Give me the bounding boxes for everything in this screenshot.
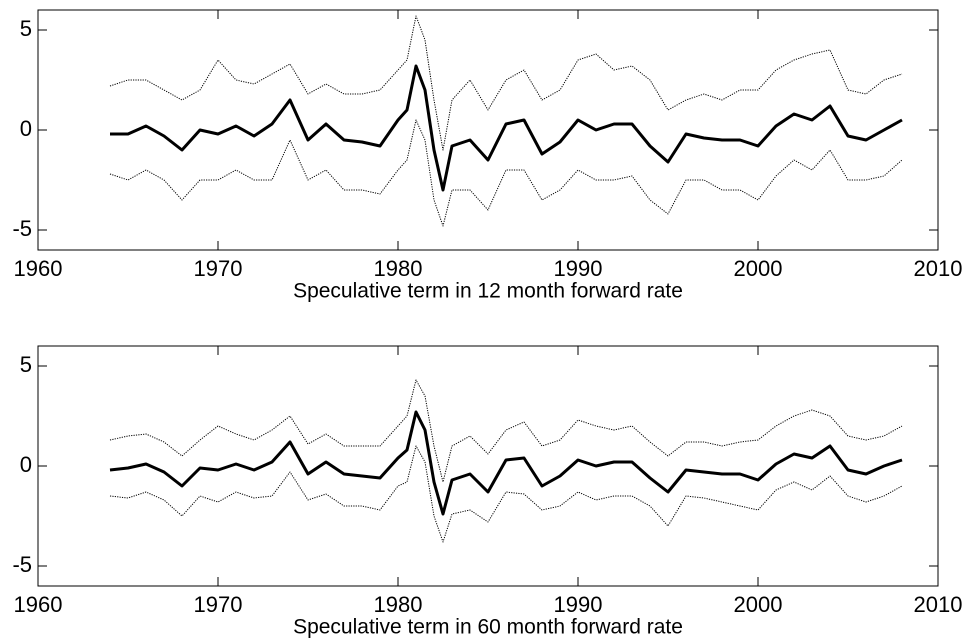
x-tick-label: 1990	[554, 592, 603, 617]
series-line	[109, 119, 903, 227]
y-tick-label: 0	[20, 452, 32, 477]
y-tick-label: -5	[12, 552, 32, 577]
series-line	[109, 379, 903, 483]
x-tick-label: 1970	[194, 592, 243, 617]
y-tick-label: 5	[20, 16, 32, 41]
x-tick-label: 1960	[14, 256, 63, 281]
series-line	[110, 64, 903, 192]
x-tick-label: 1960	[14, 592, 63, 617]
series-line	[109, 15, 903, 151]
axes-box	[37, 9, 939, 251]
x-axis-label: Speculative term in 12 month forward rat…	[293, 280, 683, 303]
x-tick-label: 2010	[914, 256, 963, 281]
x-tick-label: 2010	[914, 592, 963, 617]
x-tick-label: 2000	[734, 592, 783, 617]
y-tick-label: 0	[20, 116, 32, 141]
axes-box	[37, 345, 939, 587]
y-tick-label: -5	[12, 216, 32, 241]
series-line	[109, 410, 903, 516]
x-tick-label: 1970	[194, 256, 243, 281]
y-tick-label: 5	[20, 352, 32, 377]
x-tick-label: 2000	[734, 256, 783, 281]
x-tick-label: 1980	[374, 592, 423, 617]
x-tick-label: 1990	[554, 256, 603, 281]
x-axis-label: Speculative term in 60 month forward rat…	[293, 616, 683, 639]
x-tick-label: 1980	[374, 256, 423, 281]
